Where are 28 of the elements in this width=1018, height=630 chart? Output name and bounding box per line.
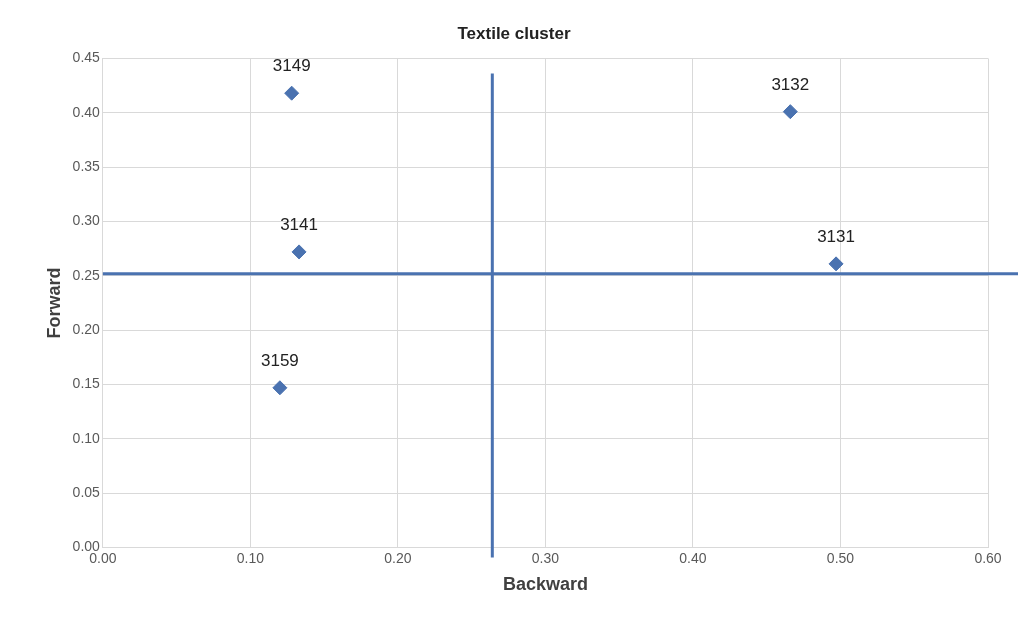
chart-title: Textile cluster (457, 23, 571, 43)
point (828, 256, 844, 272)
y-tick-label: 0.35 (72, 157, 101, 174)
x-tick-label: 0.20 (384, 549, 412, 566)
y-tick-label: 0.05 (72, 484, 101, 501)
annotation: 3131 (817, 227, 855, 247)
point (284, 85, 300, 101)
x-axis-title: Backward (502, 574, 588, 595)
y-tick-label: 0.30 (72, 212, 101, 229)
annotation: 3132 (771, 74, 810, 94)
point (291, 244, 307, 260)
x-tick-label: 0.30 (531, 549, 560, 566)
point (272, 380, 288, 396)
x-tick-label: 0.60 (974, 549, 1002, 566)
annotation: 3159 (260, 350, 299, 370)
y-tick-label: 0.20 (72, 321, 101, 338)
annotation: 3141 (280, 215, 318, 235)
annotation: 3149 (272, 56, 311, 76)
y-axis-title: Forward (43, 267, 64, 339)
point (782, 104, 798, 120)
y-tick-label: 0.40 (72, 103, 101, 120)
x-tick-label: 0.50 (826, 549, 855, 566)
y-tick-label: 0.15 (72, 375, 101, 392)
x-tick-label: 0.40 (679, 549, 707, 566)
x-tick-label: 0.10 (236, 549, 265, 566)
y-tick-label: 0.25 (72, 266, 101, 283)
y-tick-label: 0.45 (72, 49, 101, 66)
y-tick-label: 0.10 (72, 429, 101, 446)
